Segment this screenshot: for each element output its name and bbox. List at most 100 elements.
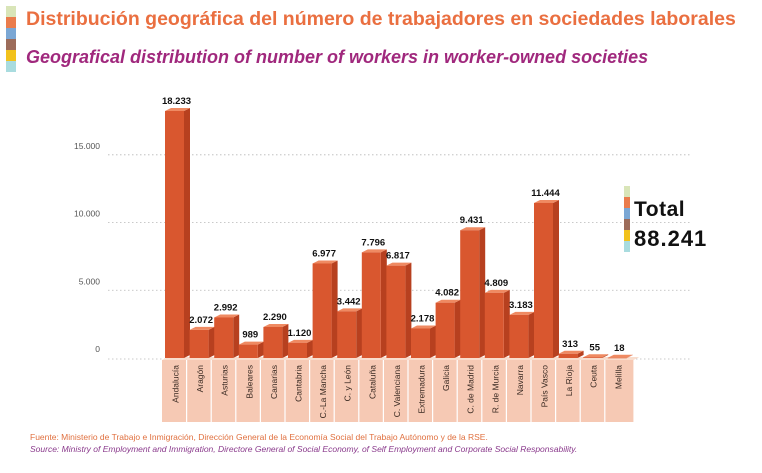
color-stripe bbox=[624, 197, 630, 208]
bar-side bbox=[282, 323, 289, 358]
bar-side bbox=[257, 341, 264, 358]
bar-value-label: 3.183 bbox=[509, 300, 533, 311]
total-value: 88.241 bbox=[634, 226, 708, 251]
bar-top bbox=[509, 311, 535, 315]
bar-top bbox=[361, 249, 387, 253]
bar-side bbox=[208, 326, 215, 358]
bar-value-label: 11.444 bbox=[531, 188, 560, 199]
y-tick-label: 5.000 bbox=[79, 276, 101, 286]
category-label: Andalucía bbox=[171, 365, 181, 403]
color-stripe bbox=[6, 17, 16, 28]
bar bbox=[165, 111, 184, 358]
bar-top bbox=[263, 323, 289, 327]
color-stripe bbox=[624, 241, 630, 252]
bar-value-label: 2.072 bbox=[189, 315, 213, 326]
label-band bbox=[162, 360, 634, 422]
bar bbox=[460, 230, 480, 358]
category-label: R. de Murcia bbox=[490, 365, 500, 413]
bar-side bbox=[233, 314, 240, 358]
category-label: C. de Madrid bbox=[466, 365, 476, 414]
bar bbox=[509, 314, 529, 358]
bar-side bbox=[503, 289, 510, 358]
total-label: Total bbox=[634, 198, 686, 221]
bar bbox=[607, 357, 627, 359]
bar-side bbox=[626, 354, 633, 358]
bar-side bbox=[577, 350, 584, 358]
bar bbox=[288, 342, 307, 358]
category-label: C. y León bbox=[343, 365, 353, 402]
color-stripe bbox=[6, 39, 16, 50]
category-label: Cantabria bbox=[294, 365, 304, 402]
header-color-stripes bbox=[6, 6, 16, 72]
bar-value-label: 3.442 bbox=[337, 296, 361, 307]
bar-side bbox=[528, 311, 535, 358]
bar-value-label: 6.977 bbox=[312, 248, 336, 259]
category-label: Canarias bbox=[269, 365, 279, 399]
bar-value-label: 7.796 bbox=[361, 237, 385, 248]
bar-top bbox=[435, 299, 461, 303]
bar-value-label: 18.233 bbox=[162, 96, 191, 107]
bar bbox=[558, 353, 578, 358]
bar-value-label: 4.809 bbox=[484, 278, 508, 289]
bar-side bbox=[602, 354, 609, 358]
bar-top bbox=[607, 354, 633, 358]
bar-top bbox=[534, 199, 559, 203]
bar-top bbox=[238, 341, 264, 345]
bar-top bbox=[312, 260, 338, 264]
category-label: Extremadura bbox=[417, 365, 427, 414]
bar bbox=[583, 357, 603, 358]
bar bbox=[361, 252, 381, 358]
source-spanish: Fuente: Ministerio de Trabajo e Inmigrac… bbox=[30, 432, 488, 442]
bar-value-label: 2.290 bbox=[263, 312, 287, 323]
bar-top bbox=[165, 108, 190, 111]
color-stripe bbox=[624, 186, 630, 197]
bar bbox=[484, 292, 504, 358]
category-label: C.-La Mancha bbox=[318, 365, 328, 419]
bar-side bbox=[553, 199, 559, 358]
bar-top bbox=[583, 354, 609, 358]
category-label: La Rioja bbox=[564, 365, 574, 396]
bar bbox=[263, 326, 283, 358]
bar-side bbox=[430, 325, 436, 358]
chart-title-english: Geografical distribution of number of wo… bbox=[26, 47, 649, 67]
bar-top bbox=[214, 314, 240, 318]
bar-side bbox=[380, 249, 387, 358]
chart-title-spanish: Distribución geográfica del número de tr… bbox=[26, 8, 736, 30]
bar-value-label: 18 bbox=[614, 343, 625, 354]
bar-side bbox=[331, 260, 338, 358]
category-label: Asturias bbox=[220, 365, 230, 396]
bar-side bbox=[184, 108, 190, 358]
color-stripe bbox=[6, 6, 16, 17]
bar-value-label: 6.817 bbox=[386, 251, 410, 262]
bar-top bbox=[460, 227, 486, 231]
y-tick-label: 10.000 bbox=[74, 209, 100, 219]
bar bbox=[534, 202, 553, 358]
y-tick-label: 0 bbox=[95, 344, 100, 354]
color-stripe bbox=[624, 219, 630, 230]
category-label: Cataluña bbox=[367, 365, 377, 399]
bar-value-label: 313 bbox=[562, 339, 578, 350]
bar-side bbox=[479, 227, 486, 358]
bar-value-label: 2.992 bbox=[214, 302, 238, 313]
bar-value-label: 989 bbox=[242, 330, 258, 341]
bar-side bbox=[356, 308, 363, 358]
category-label: País Vasco bbox=[540, 365, 550, 408]
category-label: Navarra bbox=[515, 365, 525, 396]
bar-value-label: 4.082 bbox=[435, 288, 459, 299]
bar bbox=[189, 329, 209, 358]
color-stripe bbox=[6, 28, 16, 39]
bar-top bbox=[484, 289, 510, 293]
bar bbox=[238, 344, 258, 358]
total-color-stripes bbox=[624, 186, 630, 252]
color-stripe bbox=[624, 230, 630, 241]
category-label: Melilla bbox=[613, 365, 623, 389]
bar-value-label: 9.431 bbox=[460, 215, 484, 226]
y-tick-label: 15.000 bbox=[74, 141, 100, 151]
bar-value-label: 2.178 bbox=[411, 313, 435, 324]
bar-value-label: 1.120 bbox=[288, 328, 312, 339]
bar-top bbox=[558, 350, 584, 354]
color-stripe bbox=[6, 61, 16, 72]
bar-side bbox=[307, 339, 313, 358]
bar bbox=[337, 311, 357, 358]
